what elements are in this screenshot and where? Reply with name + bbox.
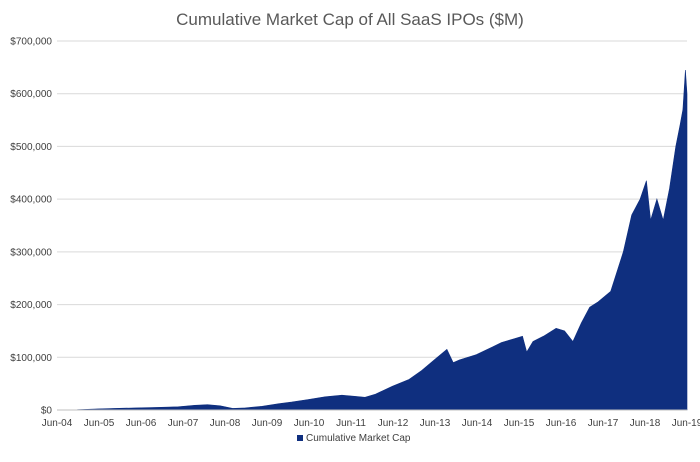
series-area-cumulative-market-cap (56, 69, 688, 411)
y-tick-label: $500,000 (10, 142, 52, 153)
x-tick-label: Jun-16 (546, 418, 577, 429)
x-axis: Jun-04 Jun-05 Jun-06 Jun-07 Jun-08 Jun-09 Jun-… (42, 409, 700, 429)
y-tick-label: $200,000 (10, 300, 52, 311)
grid-layer (57, 40, 687, 411)
x-tick-label: Jun-14 (462, 418, 493, 429)
x-tick-label: Jun-13 (420, 418, 451, 429)
x-tick-label: Jun-07 (168, 418, 199, 429)
x-tick-label: Jun-19 (672, 418, 700, 429)
x-tick-label: Jun-12 (378, 418, 409, 429)
area-layer (56, 69, 688, 411)
y-axis: $0 $100,000 $200,000 $300,000 $400,000 $500,0… (10, 37, 52, 417)
x-tick-label: Jun-06 (126, 418, 157, 429)
chart-title: Cumulative Market Cap of All SaaS IPOs (… (176, 10, 524, 29)
x-tick-label: Jun-09 (252, 418, 283, 429)
x-tick-label: Jun-10 (294, 418, 325, 429)
x-tick-label: Jun-08 (210, 418, 241, 429)
y-tick-label: $100,000 (10, 353, 52, 364)
x-tick-label: Jun-05 (84, 418, 115, 429)
legend-swatch (297, 435, 303, 441)
x-tick-label: Jun-11 (336, 418, 366, 429)
x-tick-label: Jun-04 (42, 418, 73, 429)
y-tick-label: $0 (41, 406, 53, 417)
y-tick-label: $700,000 (10, 37, 52, 48)
x-tick-label: Jun-18 (630, 418, 661, 429)
y-tick-label: $600,000 (10, 89, 52, 100)
x-tick-label: Jun-17 (588, 418, 619, 429)
legend: Cumulative Market Cap (297, 433, 411, 444)
y-tick-label: $400,000 (10, 195, 52, 206)
y-tick-label: $300,000 (10, 247, 52, 258)
x-tick-label: Jun-15 (504, 418, 535, 429)
legend-label: Cumulative Market Cap (306, 433, 411, 444)
